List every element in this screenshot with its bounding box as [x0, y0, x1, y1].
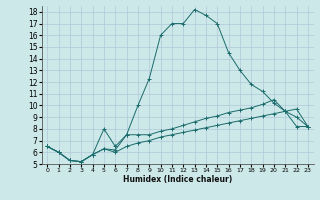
X-axis label: Humidex (Indice chaleur): Humidex (Indice chaleur)	[123, 175, 232, 184]
